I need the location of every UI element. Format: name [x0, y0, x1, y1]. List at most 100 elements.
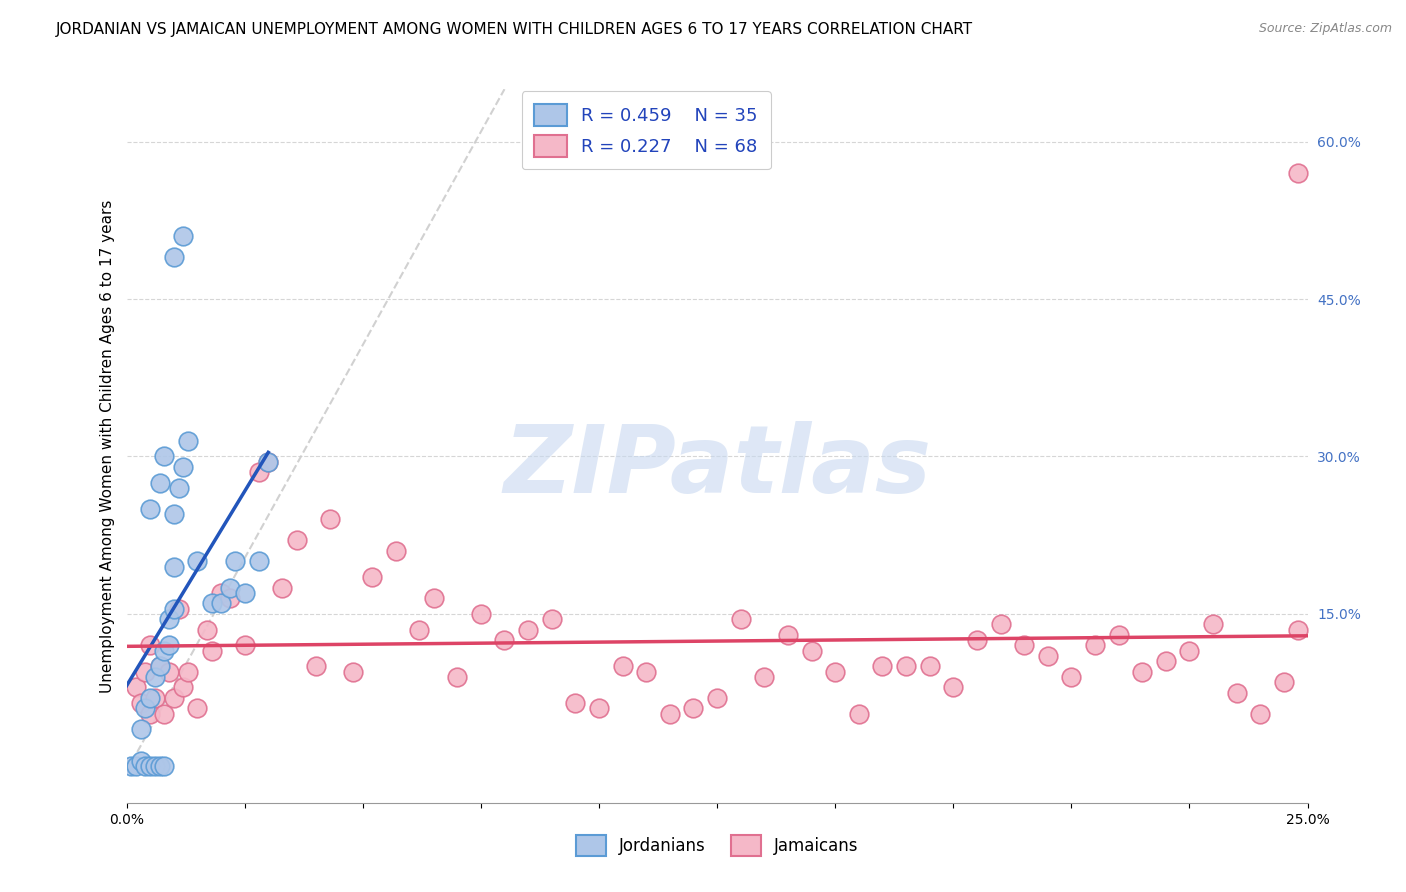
Point [139, 759, 162, 773]
Point [1154, 654, 1177, 668]
Point [125, 759, 148, 773]
Point [1060, 670, 1083, 684]
Point [1178, 643, 1201, 657]
Point [872, 659, 894, 673]
Point [894, 659, 917, 673]
Point [134, 759, 156, 773]
Point [247, 465, 270, 479]
Point [446, 670, 468, 684]
Point [149, 659, 172, 673]
Text: Source: ZipAtlas.com: Source: ZipAtlas.com [1258, 22, 1392, 36]
Point [408, 623, 430, 637]
Point [186, 701, 208, 715]
Point [966, 633, 988, 648]
Point [233, 639, 256, 653]
Point [153, 706, 176, 721]
Text: ZIPatlas: ZIPatlas [503, 421, 931, 514]
Point [848, 706, 870, 721]
Point [163, 690, 186, 705]
Point [918, 659, 941, 673]
Point [143, 690, 166, 705]
Point [1012, 639, 1035, 653]
Point [186, 554, 208, 568]
Point [271, 581, 294, 595]
Y-axis label: Unemployment Among Women with Children Ages 6 to 17 years: Unemployment Among Women with Children A… [100, 199, 115, 693]
Point [209, 596, 232, 610]
Point [636, 665, 658, 679]
Point [706, 690, 728, 705]
Point [163, 250, 186, 264]
Point [157, 665, 180, 679]
Point [219, 591, 242, 606]
Point [149, 475, 172, 490]
Point [517, 623, 540, 637]
Point [1084, 639, 1107, 653]
Point [658, 706, 681, 721]
Point [1249, 706, 1271, 721]
Point [172, 681, 194, 695]
Point [494, 633, 516, 648]
Point [540, 612, 562, 626]
Point [149, 759, 172, 773]
Point [134, 665, 156, 679]
Point [129, 723, 152, 737]
Point [157, 639, 180, 653]
Text: JORDANIAN VS JAMAICAN UNEMPLOYMENT AMONG WOMEN WITH CHILDREN AGES 6 TO 17 YEARS : JORDANIAN VS JAMAICAN UNEMPLOYMENT AMONG… [56, 22, 973, 37]
Point [588, 701, 610, 715]
Point [612, 659, 634, 673]
Point [1036, 648, 1059, 663]
Point [564, 696, 586, 710]
Point [1108, 628, 1130, 642]
Point [776, 628, 799, 642]
Point [385, 544, 408, 558]
Point [153, 643, 176, 657]
Point [219, 581, 242, 595]
Point [129, 754, 152, 768]
Point [149, 659, 172, 673]
Point [163, 507, 186, 521]
Point [233, 586, 256, 600]
Point [1286, 623, 1309, 637]
Point [1286, 166, 1309, 180]
Point [177, 434, 200, 448]
Point [200, 643, 222, 657]
Point [1272, 675, 1295, 690]
Point [754, 670, 776, 684]
Point [167, 601, 190, 615]
Point [800, 643, 823, 657]
Point [177, 665, 200, 679]
Legend: Jordanians, Jamaicans: Jordanians, Jamaicans [565, 825, 869, 866]
Point [990, 617, 1012, 632]
Point [153, 450, 176, 464]
Point [1202, 617, 1225, 632]
Point [257, 455, 280, 469]
Point [342, 665, 364, 679]
Point [942, 681, 965, 695]
Point [139, 639, 162, 653]
Point [730, 612, 752, 626]
Point [361, 570, 384, 584]
Point [129, 696, 152, 710]
Point [143, 759, 166, 773]
Point [157, 612, 180, 626]
Point [134, 701, 156, 715]
Point [824, 665, 846, 679]
Point [257, 455, 280, 469]
Point [682, 701, 704, 715]
Point [209, 586, 232, 600]
Point [1130, 665, 1153, 679]
Point [195, 623, 218, 637]
Point [153, 759, 176, 773]
Point [247, 554, 270, 568]
Point [143, 670, 166, 684]
Point [139, 706, 162, 721]
Point [172, 460, 194, 475]
Point [139, 690, 162, 705]
Point [1226, 685, 1249, 699]
Point [422, 591, 444, 606]
Point [285, 533, 308, 548]
Point [172, 229, 194, 244]
Point [125, 681, 148, 695]
Point [470, 607, 492, 621]
Point [224, 554, 246, 568]
